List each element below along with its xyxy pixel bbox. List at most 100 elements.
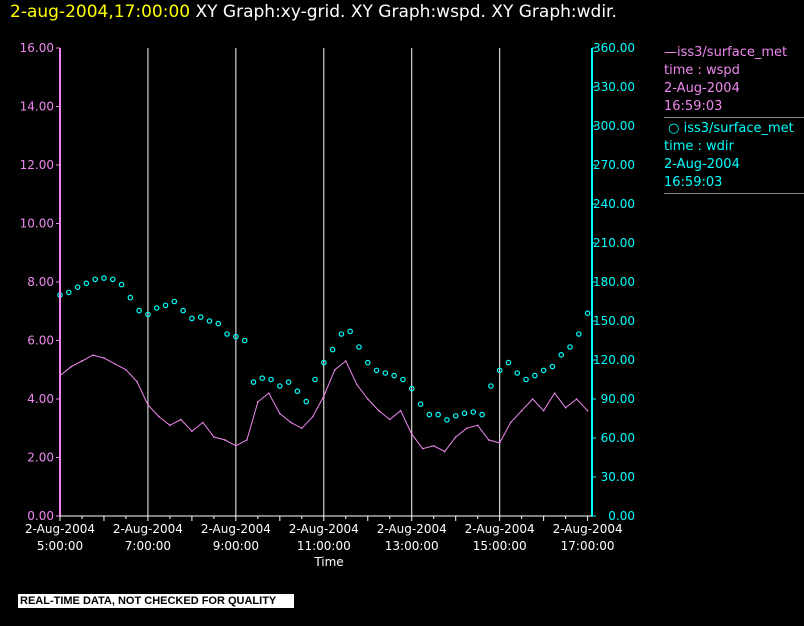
wdir-point — [576, 331, 582, 337]
legend-series-date: 2-Aug-2004 — [664, 157, 740, 172]
x-tick-label-time: 17:00:00 — [561, 539, 615, 553]
wdir-point — [268, 376, 274, 383]
wdir-point — [294, 388, 301, 395]
wspd-point — [520, 409, 523, 412]
wdir-point — [136, 307, 142, 314]
wdir-point — [400, 376, 406, 383]
wdir-point — [101, 275, 107, 281]
wdir-point — [197, 314, 204, 320]
wdir-point — [356, 344, 362, 350]
legend-entry-wdir: ○ iss3/surface_met time : wdir 2-Aug-200… — [664, 120, 804, 194]
left-axis-tick-label: 4.00 — [27, 392, 54, 406]
wdir-point — [250, 379, 257, 385]
wdir-point — [373, 367, 380, 374]
wdir-point — [488, 383, 494, 389]
x-tick-label-date: 2-Aug-2004 — [465, 522, 535, 536]
x-axis-label: Time — [313, 555, 343, 569]
right-axis-tick-label: 240.00 — [593, 197, 635, 211]
wdir-point — [329, 346, 336, 353]
x-tick-label-date: 2-Aug-2004 — [377, 522, 447, 536]
wdir-point — [417, 401, 424, 408]
wspd-point — [355, 383, 358, 386]
wdir-point — [496, 367, 503, 374]
wspd-point — [147, 404, 149, 406]
legend-series-var: time : wspd — [664, 63, 740, 78]
header-timestamp: 2-aug-2004,17:00:00 — [10, 2, 191, 22]
wdir-point — [189, 315, 195, 322]
series-wdir — [57, 275, 591, 423]
wdir-point — [118, 281, 125, 288]
wspd-point — [465, 427, 468, 430]
wspd-point — [542, 409, 545, 412]
wdir-point — [426, 411, 433, 418]
wspd-point — [421, 447, 424, 450]
wspd-point — [333, 368, 336, 371]
wspd-point — [235, 445, 237, 447]
wspd-point — [498, 442, 501, 444]
wdir-point — [233, 333, 239, 340]
wspd-point — [70, 366, 72, 368]
wdir-point — [558, 351, 565, 358]
left-axis-tick-label: 8.00 — [27, 275, 54, 289]
wdir-point — [285, 379, 292, 385]
wdir-point — [83, 280, 90, 287]
wdir-point — [549, 363, 556, 370]
left-axis-tick-label: 6.00 — [27, 334, 54, 348]
legend-series-name: iss3/surface_met — [677, 45, 788, 60]
right-axis-tick-label: 270.00 — [593, 158, 635, 172]
wdir-point — [145, 311, 151, 318]
right-axis-tick-label: 0.00 — [608, 509, 635, 523]
left-axis-tick-label: 10.00 — [20, 217, 54, 231]
x-tick-label-date: 2-Aug-2004 — [25, 522, 95, 536]
wspd-point — [158, 415, 160, 418]
wspd-point — [180, 418, 182, 421]
wspd-point — [377, 409, 380, 412]
wspd-point — [564, 406, 567, 409]
wspd-point — [81, 360, 83, 362]
header-title: XY Graph:xy-grid. XY Graph:wspd. XY Grap… — [190, 2, 617, 22]
wdir-point — [408, 385, 415, 392]
x-tick-label-time: 11:00:00 — [297, 539, 351, 553]
legend-series-time: 16:59:03 — [664, 99, 723, 114]
x-tick-label-date: 2-Aug-2004 — [289, 522, 359, 536]
left-axis-tick-label: 12.00 — [20, 158, 54, 172]
wdir-point — [505, 359, 512, 366]
wspd-point — [268, 392, 270, 394]
wspd-point — [586, 409, 589, 412]
wdir-point — [92, 276, 98, 283]
wdir-point — [435, 411, 441, 418]
wdir-point — [303, 398, 310, 405]
wdir-point — [224, 331, 230, 337]
x-tick-label-time: 5:00:00 — [37, 539, 83, 553]
wdir-point — [470, 409, 477, 415]
wdir-point — [479, 411, 485, 418]
wdir-point — [259, 375, 266, 382]
wspd-point — [136, 380, 138, 383]
x-tick-label-time: 15:00:00 — [473, 539, 527, 553]
wdir-point — [567, 344, 573, 350]
wdir-point — [312, 376, 318, 383]
wdir-point — [171, 298, 178, 305]
wspd-point — [103, 357, 105, 359]
wspd-point — [92, 354, 94, 356]
wspd-point — [290, 421, 292, 424]
right-axis-tick-label: 210.00 — [593, 236, 635, 250]
wdir-point — [382, 370, 389, 376]
legend-series-name: iss3/surface_met — [683, 121, 794, 136]
wspd-point — [114, 363, 116, 365]
wspd-point — [224, 439, 226, 441]
wdir-point — [74, 284, 81, 291]
right-axis-tick-label: 120.00 — [593, 353, 635, 367]
wspd-point — [257, 401, 259, 403]
wspd-point — [388, 418, 391, 421]
wspd-point — [125, 368, 127, 371]
wspd-point — [366, 398, 369, 400]
left-axis-tick-label: 0.00 — [27, 509, 54, 523]
axes: 0.00 2.00 4.00 6.00 8.00 10.00 12.00 14.00 16.00… — [20, 41, 635, 569]
legend-line-icon: — — [664, 45, 677, 60]
wspd-point — [454, 436, 457, 438]
wspd-point — [531, 398, 534, 400]
wspd-point — [301, 427, 303, 430]
wspd-point — [509, 421, 512, 424]
wspd-point — [553, 392, 556, 394]
